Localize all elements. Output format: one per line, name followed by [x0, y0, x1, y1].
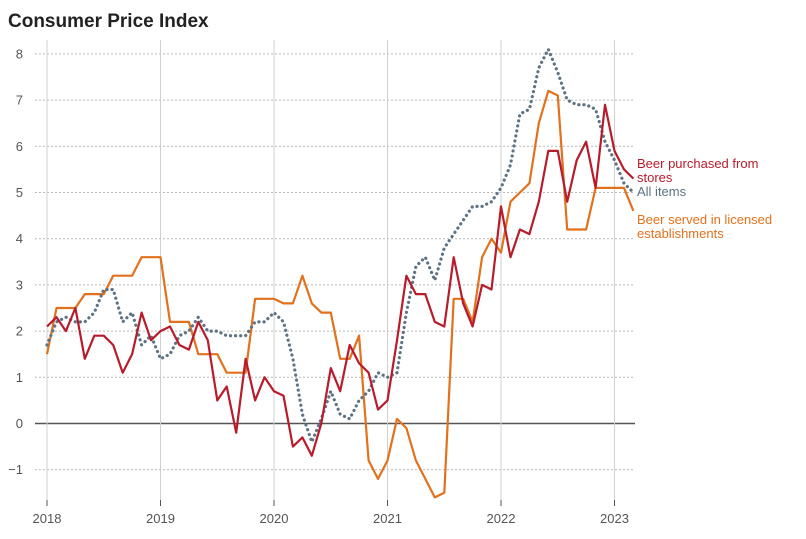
y-tick-label: 6 — [16, 139, 23, 154]
x-gridlines — [46, 40, 615, 506]
x-axis-ticks: 2018 2019 2020 2021 2022 2023 — [33, 511, 629, 526]
series-line — [45, 47, 635, 444]
y-tick-label: 1 — [16, 370, 23, 385]
series-label: All items — [637, 184, 687, 199]
y-tick-label: 7 — [16, 93, 23, 108]
y-tick-label: −1 — [8, 462, 23, 477]
x-tick-label: 2018 — [33, 511, 62, 526]
series-label: Beer served in licensed establishments — [637, 212, 772, 241]
x-tick-label: 2020 — [260, 511, 289, 526]
series-line — [46, 103, 635, 457]
y-tick-label: 0 — [16, 416, 23, 431]
x-tick-label: 2021 — [373, 511, 402, 526]
y-tick-label: 5 — [16, 185, 23, 200]
x-tick-label: 2023 — [600, 511, 629, 526]
series-lines — [45, 47, 635, 499]
y-tick-label: 3 — [16, 277, 23, 292]
y-tick-label: 8 — [16, 46, 23, 61]
chart-title: Consumer Price Index — [8, 11, 209, 32]
series-line — [45, 89, 635, 499]
y-tick-label: 2 — [16, 324, 23, 339]
y-axis-ticks: 8 7 6 5 4 3 2 1 0 −1 — [8, 46, 23, 477]
series-label: Beer purchased from stores — [637, 156, 758, 185]
y-tick-label: 4 — [16, 231, 23, 246]
x-tick-label: 2019 — [146, 511, 175, 526]
x-tick-label: 2022 — [487, 511, 516, 526]
gridlines — [35, 53, 635, 471]
